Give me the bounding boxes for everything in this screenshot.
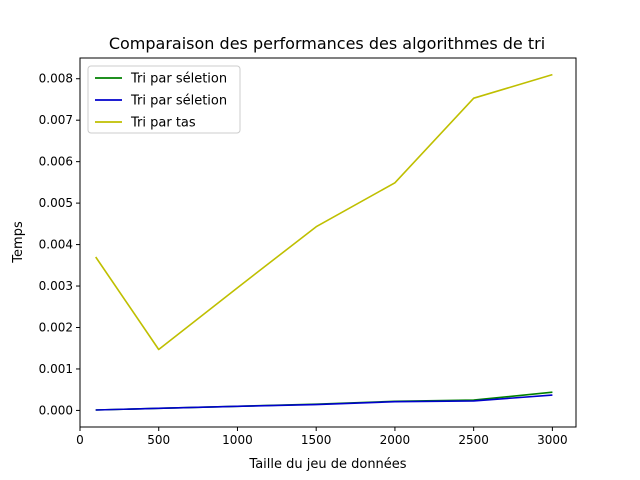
legend-box [87,65,241,134]
x-tick-label: 1500 [301,433,332,447]
x-tick-label: 1000 [222,433,253,447]
x-tick-label: 3000 [537,433,568,447]
x-axis-label: Taille du jeu de données [248,457,406,472]
y-tick-label: 0.000 [39,403,73,417]
x-tick-label: 2500 [458,433,489,447]
plot-area [95,73,553,411]
y-tick-label: 0.004 [39,238,73,252]
x-tick-label: 2000 [380,433,411,447]
series-line-3 [95,73,553,351]
y-tick-label: 0.007 [39,113,73,127]
series-line-2 [95,394,553,411]
x-tick-label: 500 [147,433,170,447]
y-axis: 0.000 0.001 0.002 0.003 0.004 0.005 0.006 0.007… [39,72,80,417]
legend-label-1: Tri par séletion [130,72,227,87]
legend-label-3: Tri par tas [130,116,196,131]
y-tick-label: 0.005 [39,196,73,210]
y-axis-label: Temps [11,221,26,264]
chart-title: Comparaison des performances des algorit… [109,34,545,53]
legend: Tri par séletion Tri par séletion Tri par … [87,65,241,134]
y-tick-label: 0.008 [39,72,73,86]
x-axis: 0 500 1000 1500 2000 2500 3000 [76,427,568,447]
y-tick-label: 0.006 [39,155,73,169]
x-tick-label: 0 [76,433,84,447]
legend-label-2: Tri par séletion [130,94,227,109]
y-tick-label: 0.002 [39,320,73,334]
axes-frame [79,57,577,428]
y-tick-label: 0.003 [39,279,73,293]
y-tick-label: 0.001 [39,362,73,376]
